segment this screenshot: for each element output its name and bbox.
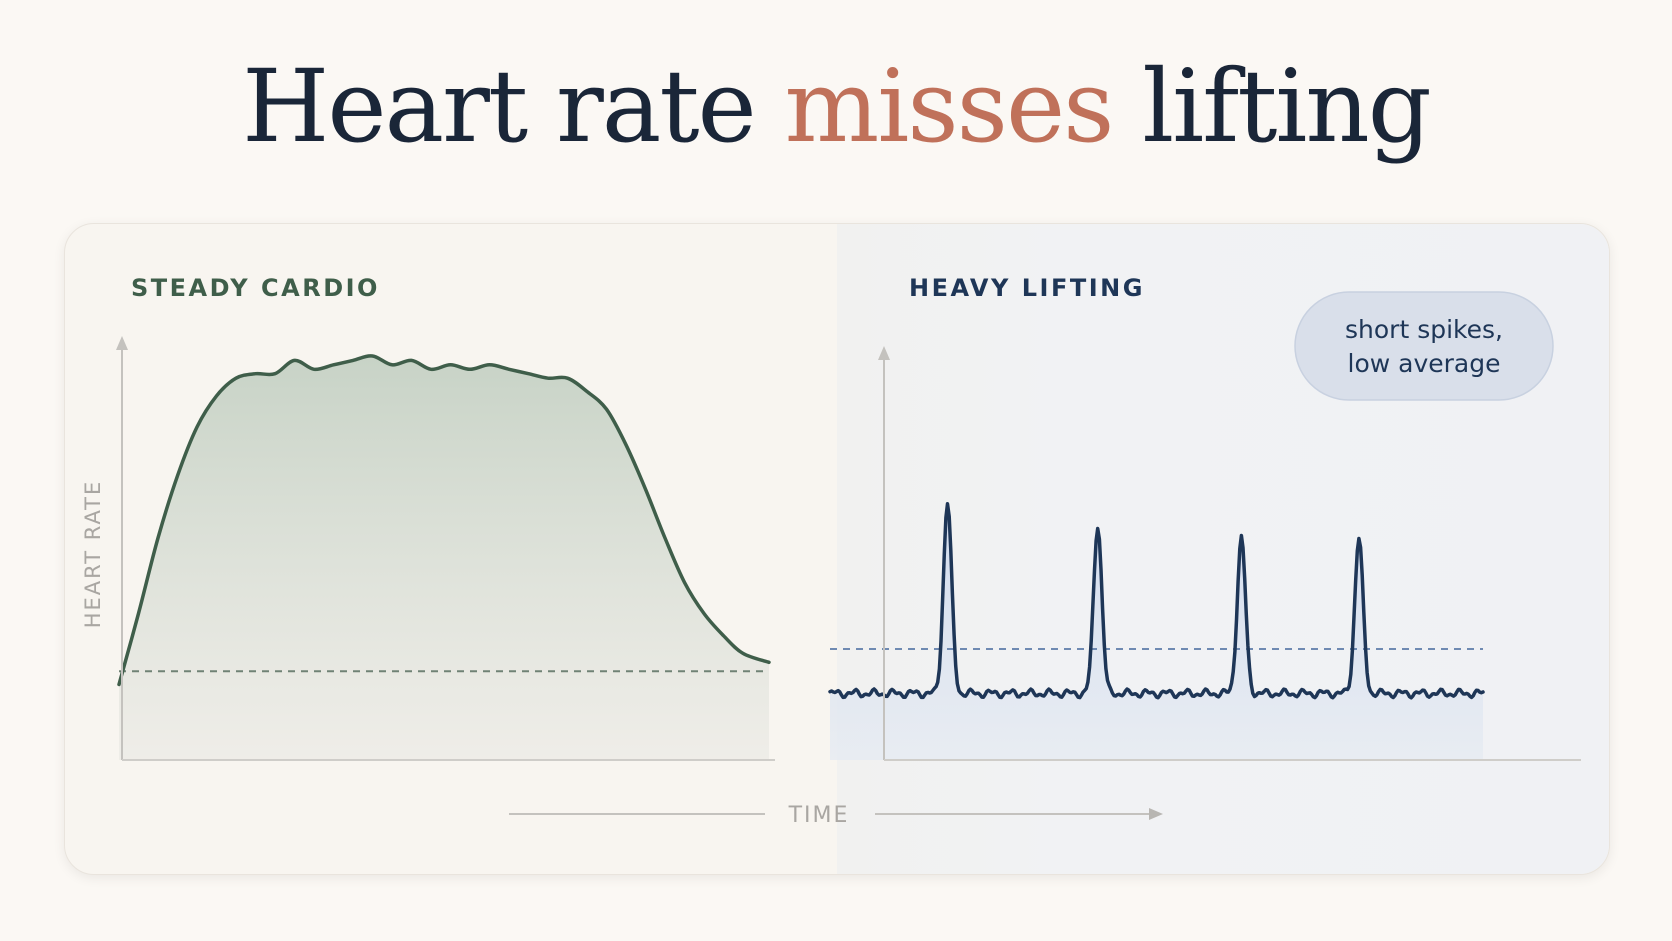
comparison-chart: STEADY CARDIO HEART RATE HEAVY LIFTING s…: [81, 274, 1581, 828]
lifting-series-line: [828, 502, 1485, 700]
title-before: Heart rate: [242, 48, 785, 165]
title-accent: misses: [784, 48, 1115, 165]
lifting-area: [830, 503, 1483, 760]
time-axis: TIME: [509, 803, 1163, 828]
cardio-y-axis-arrow-icon: [116, 336, 128, 350]
annotation-line-2: low average: [1348, 349, 1501, 378]
page-title: Heart rate misses lifting: [0, 52, 1672, 162]
cardio-title: STEADY CARDIO: [131, 274, 380, 302]
cardio-area: [119, 355, 769, 760]
lifting-title: HEAVY LIFTING: [909, 274, 1145, 302]
cardio-panel: STEADY CARDIO HEART RATE: [81, 274, 775, 761]
title-after: lifting: [1112, 48, 1432, 165]
lifting-panel: HEAVY LIFTING short spikes, low average: [828, 274, 1581, 761]
lifting-y-axis-arrow-icon: [878, 346, 890, 360]
cardio-series-line: [117, 354, 771, 687]
y-axis-label: HEART RATE: [81, 480, 105, 629]
lifting-spikes: [947, 502, 1359, 538]
annotation-line-1: short spikes,: [1345, 315, 1503, 344]
annotation-badge: [1294, 291, 1554, 401]
x-axis-label: TIME: [788, 803, 850, 828]
chart-card: STEADY CARDIO HEART RATE HEAVY LIFTING s…: [64, 223, 1610, 875]
time-axis-arrow-icon: [1149, 808, 1163, 820]
